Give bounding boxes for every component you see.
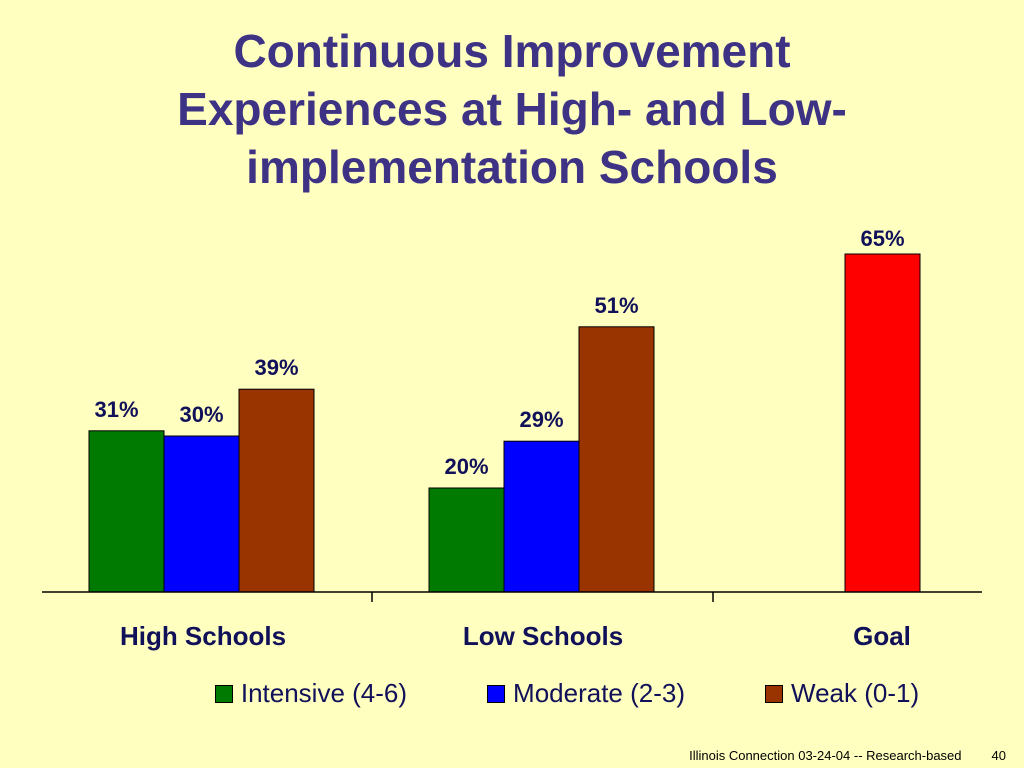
legend-swatch-intensive — [214, 684, 233, 703]
data-label-moderate-1: 29% — [519, 407, 563, 432]
bar-weak-0 — [238, 388, 315, 593]
legend-item-moderate: Moderate (2-3) — [487, 678, 685, 709]
data-label-intensive-1: 20% — [444, 454, 488, 479]
legend-swatch-moderate — [487, 684, 506, 703]
legend-item-weak: Weak (0-1) — [765, 678, 919, 709]
title-line-1: Continuous Improvement — [233, 25, 791, 77]
data-label-intensive-0: 31% — [94, 397, 138, 422]
footer-text: Illinois Connection 03-24-04 -- Research… — [689, 748, 962, 763]
chart-legend: Intensive (4-6) Moderate (2-3) Weak (0-1… — [0, 678, 1024, 709]
bar-moderate-0 — [163, 435, 240, 593]
legend-label-moderate: Moderate (2-3) — [513, 678, 686, 708]
bar-moderate-1 — [503, 440, 580, 593]
legend-item-intensive: Intensive (4-6) — [214, 678, 408, 709]
category-label-1: Low Schools — [463, 621, 623, 651]
data-label-goal: 65% — [860, 226, 904, 251]
data-label-weak-1: 51% — [594, 293, 638, 318]
bar-chart: 31% 20% 30% 29% 39% 51% 65% High Schools Low Sch… — [42, 226, 982, 651]
category-label-2: Goal — [853, 621, 911, 651]
slide-footer: Illinois Connection 03-24-04 -- Research… — [689, 748, 1006, 763]
bar-goal — [844, 253, 921, 593]
title-line-2: Experiences at High- and Low- — [177, 83, 847, 135]
legend-label-intensive: Intensive (4-6) — [240, 678, 408, 708]
title-line-3: implementation Schools — [246, 141, 778, 193]
legend-label-weak: Weak (0-1) — [791, 678, 920, 708]
bar-intensive-0 — [88, 430, 165, 593]
category-label-0: High Schools — [120, 621, 286, 651]
bar-intensive-1 — [428, 487, 505, 593]
page-number: 40 — [991, 748, 1006, 763]
legend-swatch-weak — [765, 684, 784, 703]
bar-weak-1 — [578, 326, 655, 593]
data-label-weak-0: 39% — [254, 355, 298, 380]
data-label-moderate-0: 30% — [179, 402, 223, 427]
slide-title: Continuous Improvement Experiences at Hi… — [0, 22, 1024, 196]
